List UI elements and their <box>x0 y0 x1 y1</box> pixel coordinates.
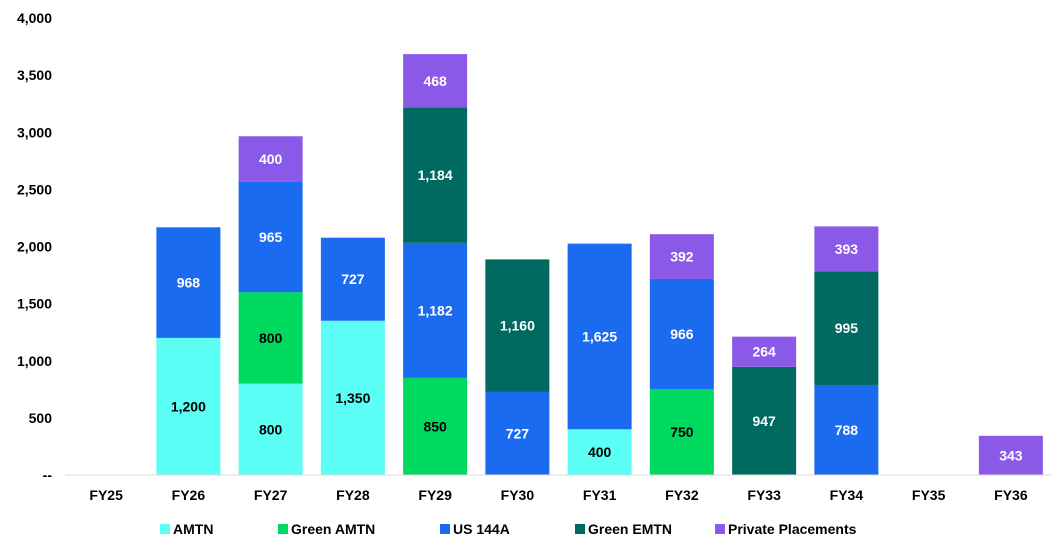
x-tick-label: FY35 <box>912 487 946 503</box>
bar-value-label: 1,184 <box>418 167 453 183</box>
x-tick-label: FY32 <box>665 487 699 503</box>
y-tick-label: 3,000 <box>17 124 52 140</box>
bar-segment-fy30-us-144a <box>485 391 550 475</box>
bar-value-label: 343 <box>999 447 1023 463</box>
x-tick-label: FY31 <box>583 487 617 503</box>
x-tick-label: FY29 <box>418 487 452 503</box>
legend: AMTN Green AMTN US 144A Green EMTN Private P… <box>160 521 857 537</box>
y-tick-label: 2,500 <box>17 181 52 197</box>
bar-segment-fy32-green-amtn <box>649 389 714 475</box>
bar-segment-fy36-private-placements <box>978 435 1043 475</box>
bar-segment-fy29-private-placements <box>403 54 468 108</box>
bar-value-label: 965 <box>259 229 283 245</box>
bar-segment-fy29-green-amtn <box>403 377 468 475</box>
x-tick-label: FY25 <box>89 487 123 503</box>
bar-segment-fy27-private-placements <box>238 136 303 182</box>
bar-segment-fy27-us-144a <box>238 181 303 293</box>
y-tick-label: -- <box>43 467 53 483</box>
x-tick-label: FY30 <box>501 487 535 503</box>
bar-value-label: 850 <box>423 418 447 434</box>
x-tick-label: FY33 <box>747 487 781 503</box>
y-tick-label: 4,000 <box>17 10 52 26</box>
x-tick-label: FY26 <box>172 487 206 503</box>
bar-value-label: 800 <box>259 330 283 346</box>
bar-segment-fy32-private-placements <box>649 234 714 279</box>
bar-value-label: 966 <box>670 326 694 342</box>
bars: 1,200 968 800 800 965 400 1,350 727 850 1,182 1,18… <box>156 54 1043 475</box>
bar-value-label: 995 <box>835 320 859 336</box>
bar-segment-fy31-amtn <box>567 429 632 475</box>
bar-value-label: 264 <box>752 344 776 360</box>
x-tick-label: FY34 <box>830 487 864 503</box>
y-tick-label: 2,000 <box>17 239 52 255</box>
bar-segment-fy34-private-placements <box>814 226 879 272</box>
legend-label: US 144A <box>453 521 510 537</box>
y-axis: -- 500 1,000 1,500 2,000 2,500 3,000 3,500 4,000 <box>17 10 52 483</box>
bar-value-label: 393 <box>835 241 859 257</box>
legend-swatch <box>440 524 450 534</box>
legend-label: Green EMTN <box>588 521 672 537</box>
legend-label: Green AMTN <box>291 521 375 537</box>
legend-swatch <box>160 524 170 534</box>
bar-segment-fy26-us-144a <box>156 227 221 338</box>
bar-segment-fy34-green-emtn <box>814 271 879 385</box>
bar-value-label: 1,625 <box>582 328 617 344</box>
bar-segment-fy29-green-emtn <box>403 107 468 243</box>
x-axis: FY25 FY26 FY27 FY28 FY29 FY30 FY31 FY32 FY33 FY34… <box>89 487 1027 503</box>
bar-segment-fy30-green-emtn <box>485 259 550 392</box>
bar-segment-fy28-us-144a <box>320 237 385 321</box>
bar-value-label: 750 <box>670 424 694 440</box>
x-tick-label: FY27 <box>254 487 288 503</box>
bar-segment-fy34-us-144a <box>814 384 879 475</box>
bar-value-label: 1,200 <box>171 398 206 414</box>
bar-segment-fy32-us-144a <box>649 278 714 390</box>
bar-value-label: 788 <box>835 422 859 438</box>
bar-segment-fy31-us-144a <box>567 243 632 430</box>
y-tick-label: 1,000 <box>17 353 52 369</box>
bar-value-label: 400 <box>588 444 612 460</box>
bar-segment-fy28-amtn <box>320 320 385 475</box>
legend-label: Private Placements <box>728 521 857 537</box>
bar-value-label: 968 <box>177 275 201 291</box>
bar-value-label: 947 <box>752 413 776 429</box>
legend-swatch <box>575 524 585 534</box>
bar-value-label: 800 <box>259 421 283 437</box>
bar-segment-fy26-amtn <box>156 337 221 475</box>
x-tick-label: FY36 <box>994 487 1028 503</box>
bar-segment-fy33-private-placements <box>732 336 797 367</box>
y-tick-label: 1,500 <box>17 296 52 312</box>
bar-value-label: 1,350 <box>335 390 370 406</box>
y-tick-label: 3,500 <box>17 67 52 83</box>
bar-value-label: 1,182 <box>418 302 453 318</box>
bar-value-label: 1,160 <box>500 318 535 334</box>
legend-swatch <box>278 524 288 534</box>
bar-segment-fy29-us-144a <box>403 242 468 378</box>
bar-value-label: 468 <box>423 73 447 89</box>
legend-swatch <box>715 524 725 534</box>
bar-value-label: 400 <box>259 151 283 167</box>
bar-segment-fy27-green-amtn <box>238 292 303 384</box>
bar-segment-fy27-amtn <box>238 383 303 475</box>
legend-label: AMTN <box>173 521 213 537</box>
bar-value-label: 727 <box>506 425 530 441</box>
bar-value-label: 727 <box>341 271 365 287</box>
y-tick-label: 500 <box>29 410 53 426</box>
x-tick-label: FY28 <box>336 487 370 503</box>
bar-segment-fy33-green-emtn <box>732 366 797 475</box>
bar-value-label: 392 <box>670 249 694 265</box>
